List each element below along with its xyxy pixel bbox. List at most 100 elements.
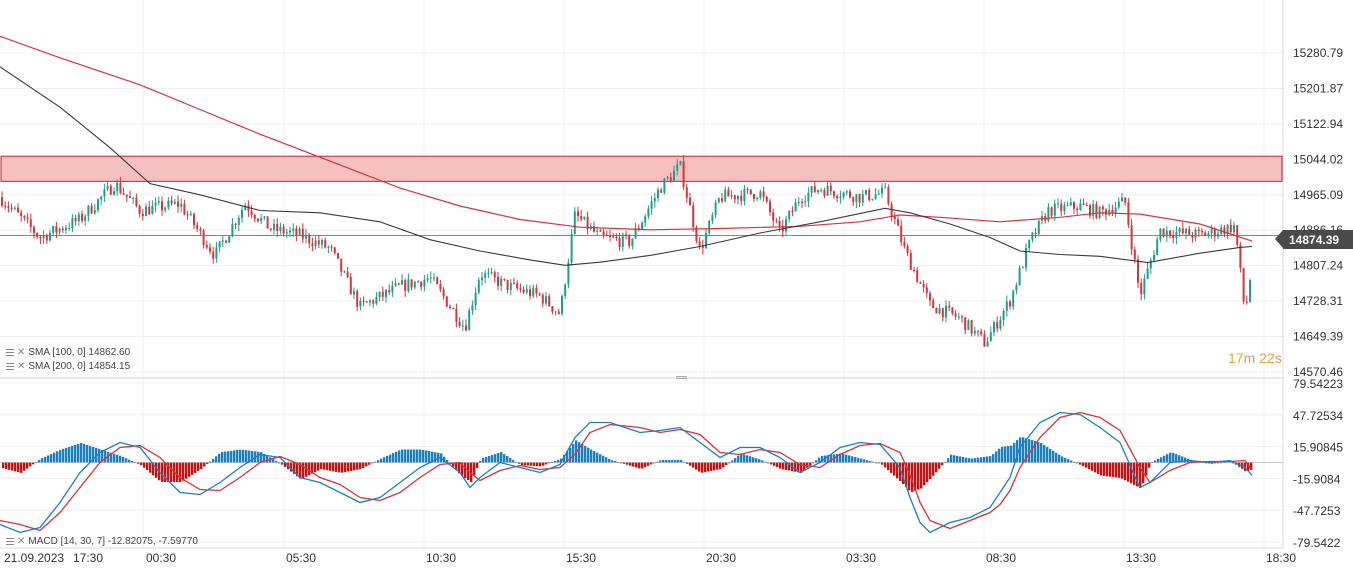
macd-histogram-bar — [959, 456, 962, 463]
macd-histogram-bar — [380, 458, 383, 463]
macd-histogram-bar — [713, 462, 716, 471]
candle-body — [765, 196, 768, 202]
macd-histogram-bar — [434, 452, 437, 463]
candle-body — [833, 191, 835, 197]
candle-body — [903, 241, 906, 247]
close-icon[interactable]: ✕ — [17, 361, 26, 372]
macd-histogram-bar — [734, 458, 737, 463]
pane-resize-handle[interactable] — [676, 376, 687, 379]
candle-body — [301, 228, 304, 239]
macd-histogram-bar — [1172, 452, 1175, 463]
candle-body — [746, 189, 749, 191]
macd-histogram-bar — [200, 462, 203, 469]
candle-body — [375, 297, 378, 304]
candle-body — [708, 220, 711, 234]
macd-histogram-bar — [50, 454, 53, 463]
candle-body — [1060, 203, 1063, 211]
macd-histogram-bar — [776, 462, 779, 468]
candle-body — [625, 234, 627, 236]
macd-histogram-bar — [1094, 462, 1097, 473]
macd-histogram-bar — [548, 462, 551, 464]
macd-histogram-bar — [491, 455, 494, 463]
macd-histogram-bar — [1088, 462, 1091, 470]
legend-macd[interactable]: ✕ MACD [14, 30, 7] -12.82075, -7.59770 — [6, 536, 198, 547]
candle-body — [887, 187, 890, 205]
candle-body — [769, 201, 771, 213]
candle-body — [961, 316, 963, 318]
macd-histogram-bar — [1082, 462, 1085, 467]
candle-body — [429, 277, 432, 279]
candle-body — [884, 187, 887, 189]
macd-histogram-bar — [1139, 462, 1142, 488]
candle-body — [701, 245, 704, 249]
macd-histogram-bar — [218, 453, 221, 463]
macd-histogram-bar — [1106, 462, 1109, 477]
macd-histogram-bar — [680, 459, 683, 463]
candle-body — [548, 296, 551, 307]
candle-body — [202, 230, 205, 246]
macd-histogram-bar — [290, 462, 293, 472]
candle-body — [308, 234, 311, 244]
macd-histogram-bar — [41, 458, 44, 463]
price-tick-label: 15122.94 — [1293, 117, 1343, 131]
candle-body — [420, 281, 423, 287]
resistance-zone[interactable] — [0, 155, 1283, 182]
candle-body — [730, 195, 733, 197]
candle-body — [93, 210, 96, 214]
candle-body — [1005, 301, 1008, 312]
macd-histogram-bar — [191, 462, 194, 475]
candle-body — [861, 194, 864, 203]
macd-histogram-bar — [704, 462, 707, 473]
candle-body — [609, 235, 611, 237]
candle-body — [135, 197, 138, 206]
candle-body — [839, 196, 842, 199]
macd-histogram-bar — [1244, 462, 1247, 471]
candle-body — [1034, 232, 1037, 235]
macd-histogram-bar — [95, 447, 98, 463]
macd-histogram-bar — [701, 462, 704, 473]
candle-body — [81, 214, 83, 221]
candle-body — [980, 331, 983, 335]
macd-histogram-bar — [758, 459, 761, 463]
macd-histogram-bar — [320, 462, 323, 469]
close-icon[interactable]: ✕ — [17, 347, 26, 358]
candle-body — [426, 278, 429, 281]
countdown-seconds: 22 — [1259, 350, 1275, 366]
candle-body — [621, 234, 624, 247]
macd-histogram-bar — [89, 445, 92, 463]
settings-icon[interactable] — [6, 538, 14, 545]
candle-body — [461, 325, 464, 327]
macd-histogram-bar — [512, 459, 515, 463]
macd-histogram-bar — [32, 462, 35, 465]
macd-histogram-bar — [527, 462, 530, 466]
candle-body — [1066, 205, 1069, 207]
macd-histogram-bar — [524, 462, 527, 466]
candle-body — [1124, 197, 1127, 203]
macd-histogram-bar — [773, 462, 776, 466]
time-tick-label: 21.09.2023 — [4, 551, 64, 565]
settings-icon[interactable] — [6, 363, 14, 370]
moving-averages — [0, 35, 1253, 266]
legend-macd-text: MACD [14, 30, 7] -12.82075, -7.59770 — [28, 536, 198, 547]
candle-body — [378, 291, 381, 298]
macd-histogram-bar — [494, 454, 497, 463]
macd-histogram-bar — [74, 444, 77, 463]
candle-body — [132, 197, 135, 199]
settings-icon[interactable] — [6, 349, 14, 356]
macd-histogram-bar — [230, 450, 233, 463]
candle-body — [292, 228, 295, 231]
current-price-tag: 14874.39 — [1275, 230, 1353, 249]
macd-histogram-bar — [236, 450, 239, 463]
legend-sma100[interactable]: ✕ SMA [100, 0] 14862.60 — [6, 347, 130, 358]
macd-histogram-bar — [809, 462, 812, 466]
macd-histogram-bar — [599, 454, 602, 463]
macd-histogram-bar — [104, 450, 107, 463]
macd-histogram-bar — [470, 462, 473, 482]
close-icon[interactable]: ✕ — [17, 536, 26, 547]
legend-sma200[interactable]: ✕ SMA [200, 0] 14854.15 — [6, 361, 130, 372]
macd-histogram-bar — [1169, 452, 1172, 463]
countdown-minutes: 17 — [1228, 350, 1244, 366]
macd-tick-label: 47.72534 — [1293, 409, 1343, 423]
candle-body — [1092, 203, 1095, 216]
